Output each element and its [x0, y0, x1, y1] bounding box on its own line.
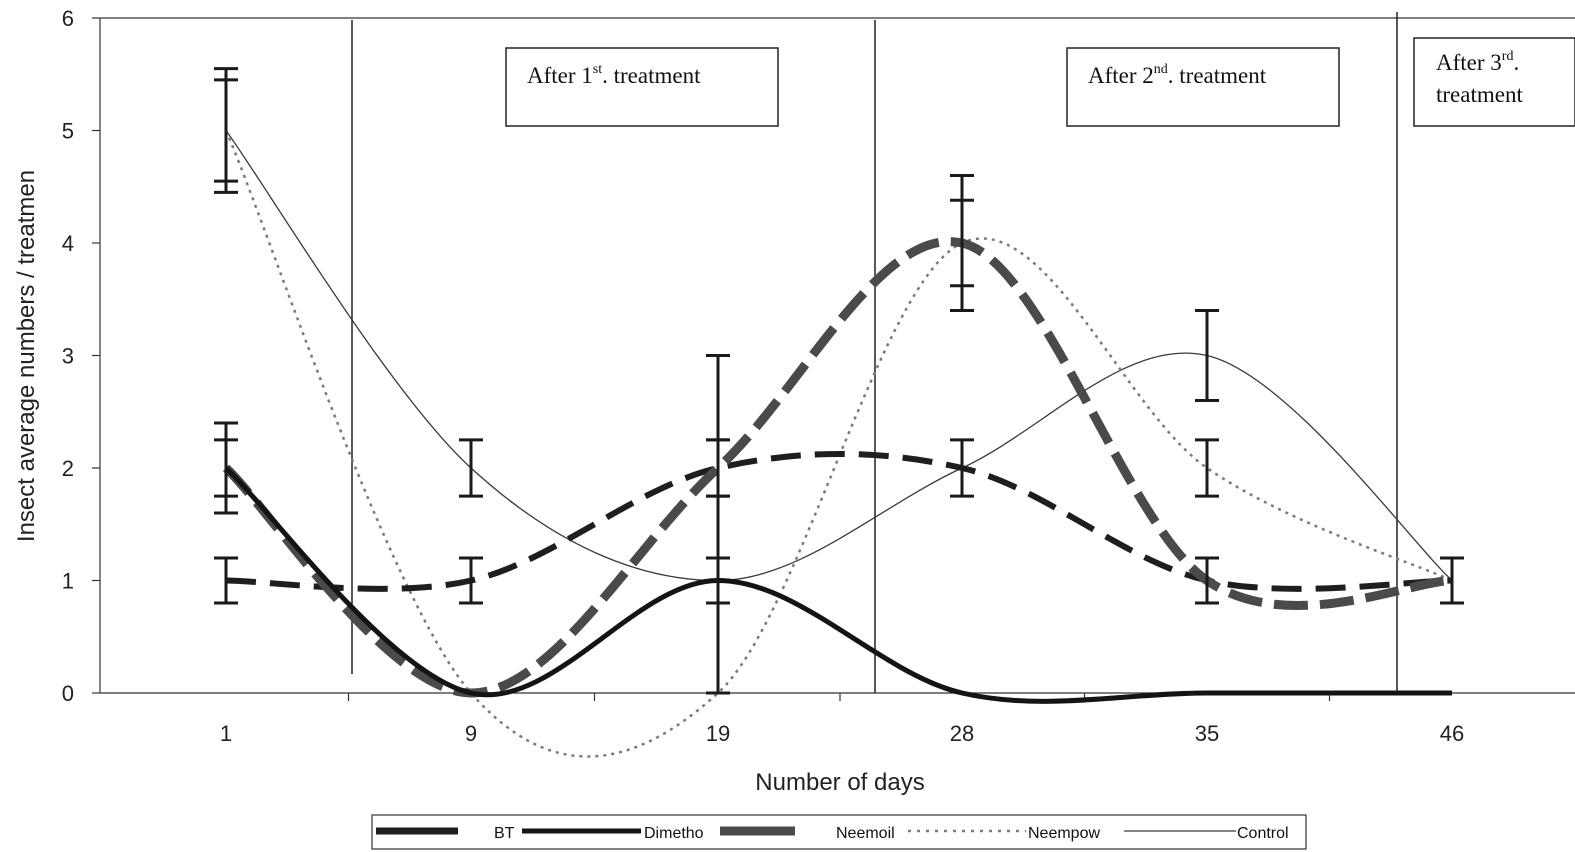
- series-line-dimetho: [224, 466, 1452, 704]
- y-tick-label: 3: [62, 344, 74, 369]
- legend-box: [371, 814, 1307, 850]
- y-tick-label: 5: [62, 119, 74, 144]
- legend-label-control: Control: [1237, 825, 1289, 842]
- annotation-text-rest: . treatment: [602, 63, 701, 88]
- annotation-text: After 1st. treatment: [527, 62, 701, 88]
- x-tick-label: 9: [465, 721, 477, 746]
- annotation-box: [505, 47, 779, 127]
- legend: BT Dimetho Neemoil Neempow Control: [371, 814, 1307, 850]
- error-bars: [214, 67, 1464, 695]
- annotation-text: After 3rd.: [1436, 49, 1519, 75]
- annotation-text-main: After 2: [1088, 63, 1154, 88]
- series-line-bt: [225, 450, 1453, 592]
- x-tick-label: 1: [220, 721, 232, 746]
- x-tick-label: 46: [1440, 721, 1464, 746]
- annotation-box: [1066, 47, 1340, 127]
- legend-label-bt: BT: [494, 825, 515, 842]
- annotation-text-rest: .: [1513, 50, 1519, 75]
- annotation-superscript: nd: [1154, 62, 1168, 77]
- y-tick-label: 2: [62, 456, 74, 481]
- y-tick-label: 6: [62, 6, 74, 31]
- y-tick-label: 4: [62, 231, 74, 256]
- annotation-superscript: rd: [1502, 49, 1514, 64]
- y-tick-label: 1: [62, 569, 74, 594]
- x-tick-label: 35: [1195, 721, 1219, 746]
- series-line-control: [225, 130, 1453, 582]
- y-axis: 0 1 2 3 4 5 6: [62, 6, 100, 706]
- x-axis: 1 9 19 28 35 46: [220, 693, 1464, 746]
- annotation-box: [1413, 37, 1575, 127]
- x-tick-label: 28: [950, 721, 974, 746]
- annotation-text-main: After 3: [1436, 50, 1502, 75]
- annotation-superscript: st: [593, 62, 602, 77]
- x-tick-label: 19: [706, 721, 730, 746]
- series-layer: [222, 130, 1453, 758]
- plot-frame: [99, 17, 1575, 694]
- annotation-text: After 2nd. treatment: [1088, 62, 1267, 88]
- legend-label-dimetho: Dimetho: [644, 825, 704, 842]
- y-tick-label: 0: [62, 681, 74, 706]
- y-axis-title: Insect average numbers / treatmen: [13, 170, 40, 542]
- treatment-divider-lines: [351, 12, 1398, 693]
- legend-label-neempow: Neempow: [1028, 825, 1100, 842]
- x-axis-title: Number of days: [755, 769, 924, 796]
- legend-label-neemoil: Neemoil: [836, 825, 895, 842]
- annotation-text-rest: . treatment: [1168, 63, 1267, 88]
- series-line-neemoil: [222, 237, 1453, 698]
- annotation-text-main: After 1: [527, 63, 593, 88]
- annotations: After 1st. treatment After 2nd. treatment…: [505, 37, 1575, 127]
- annotation-text-line2: treatment: [1436, 82, 1523, 107]
- series-line-neempow: [224, 130, 1453, 758]
